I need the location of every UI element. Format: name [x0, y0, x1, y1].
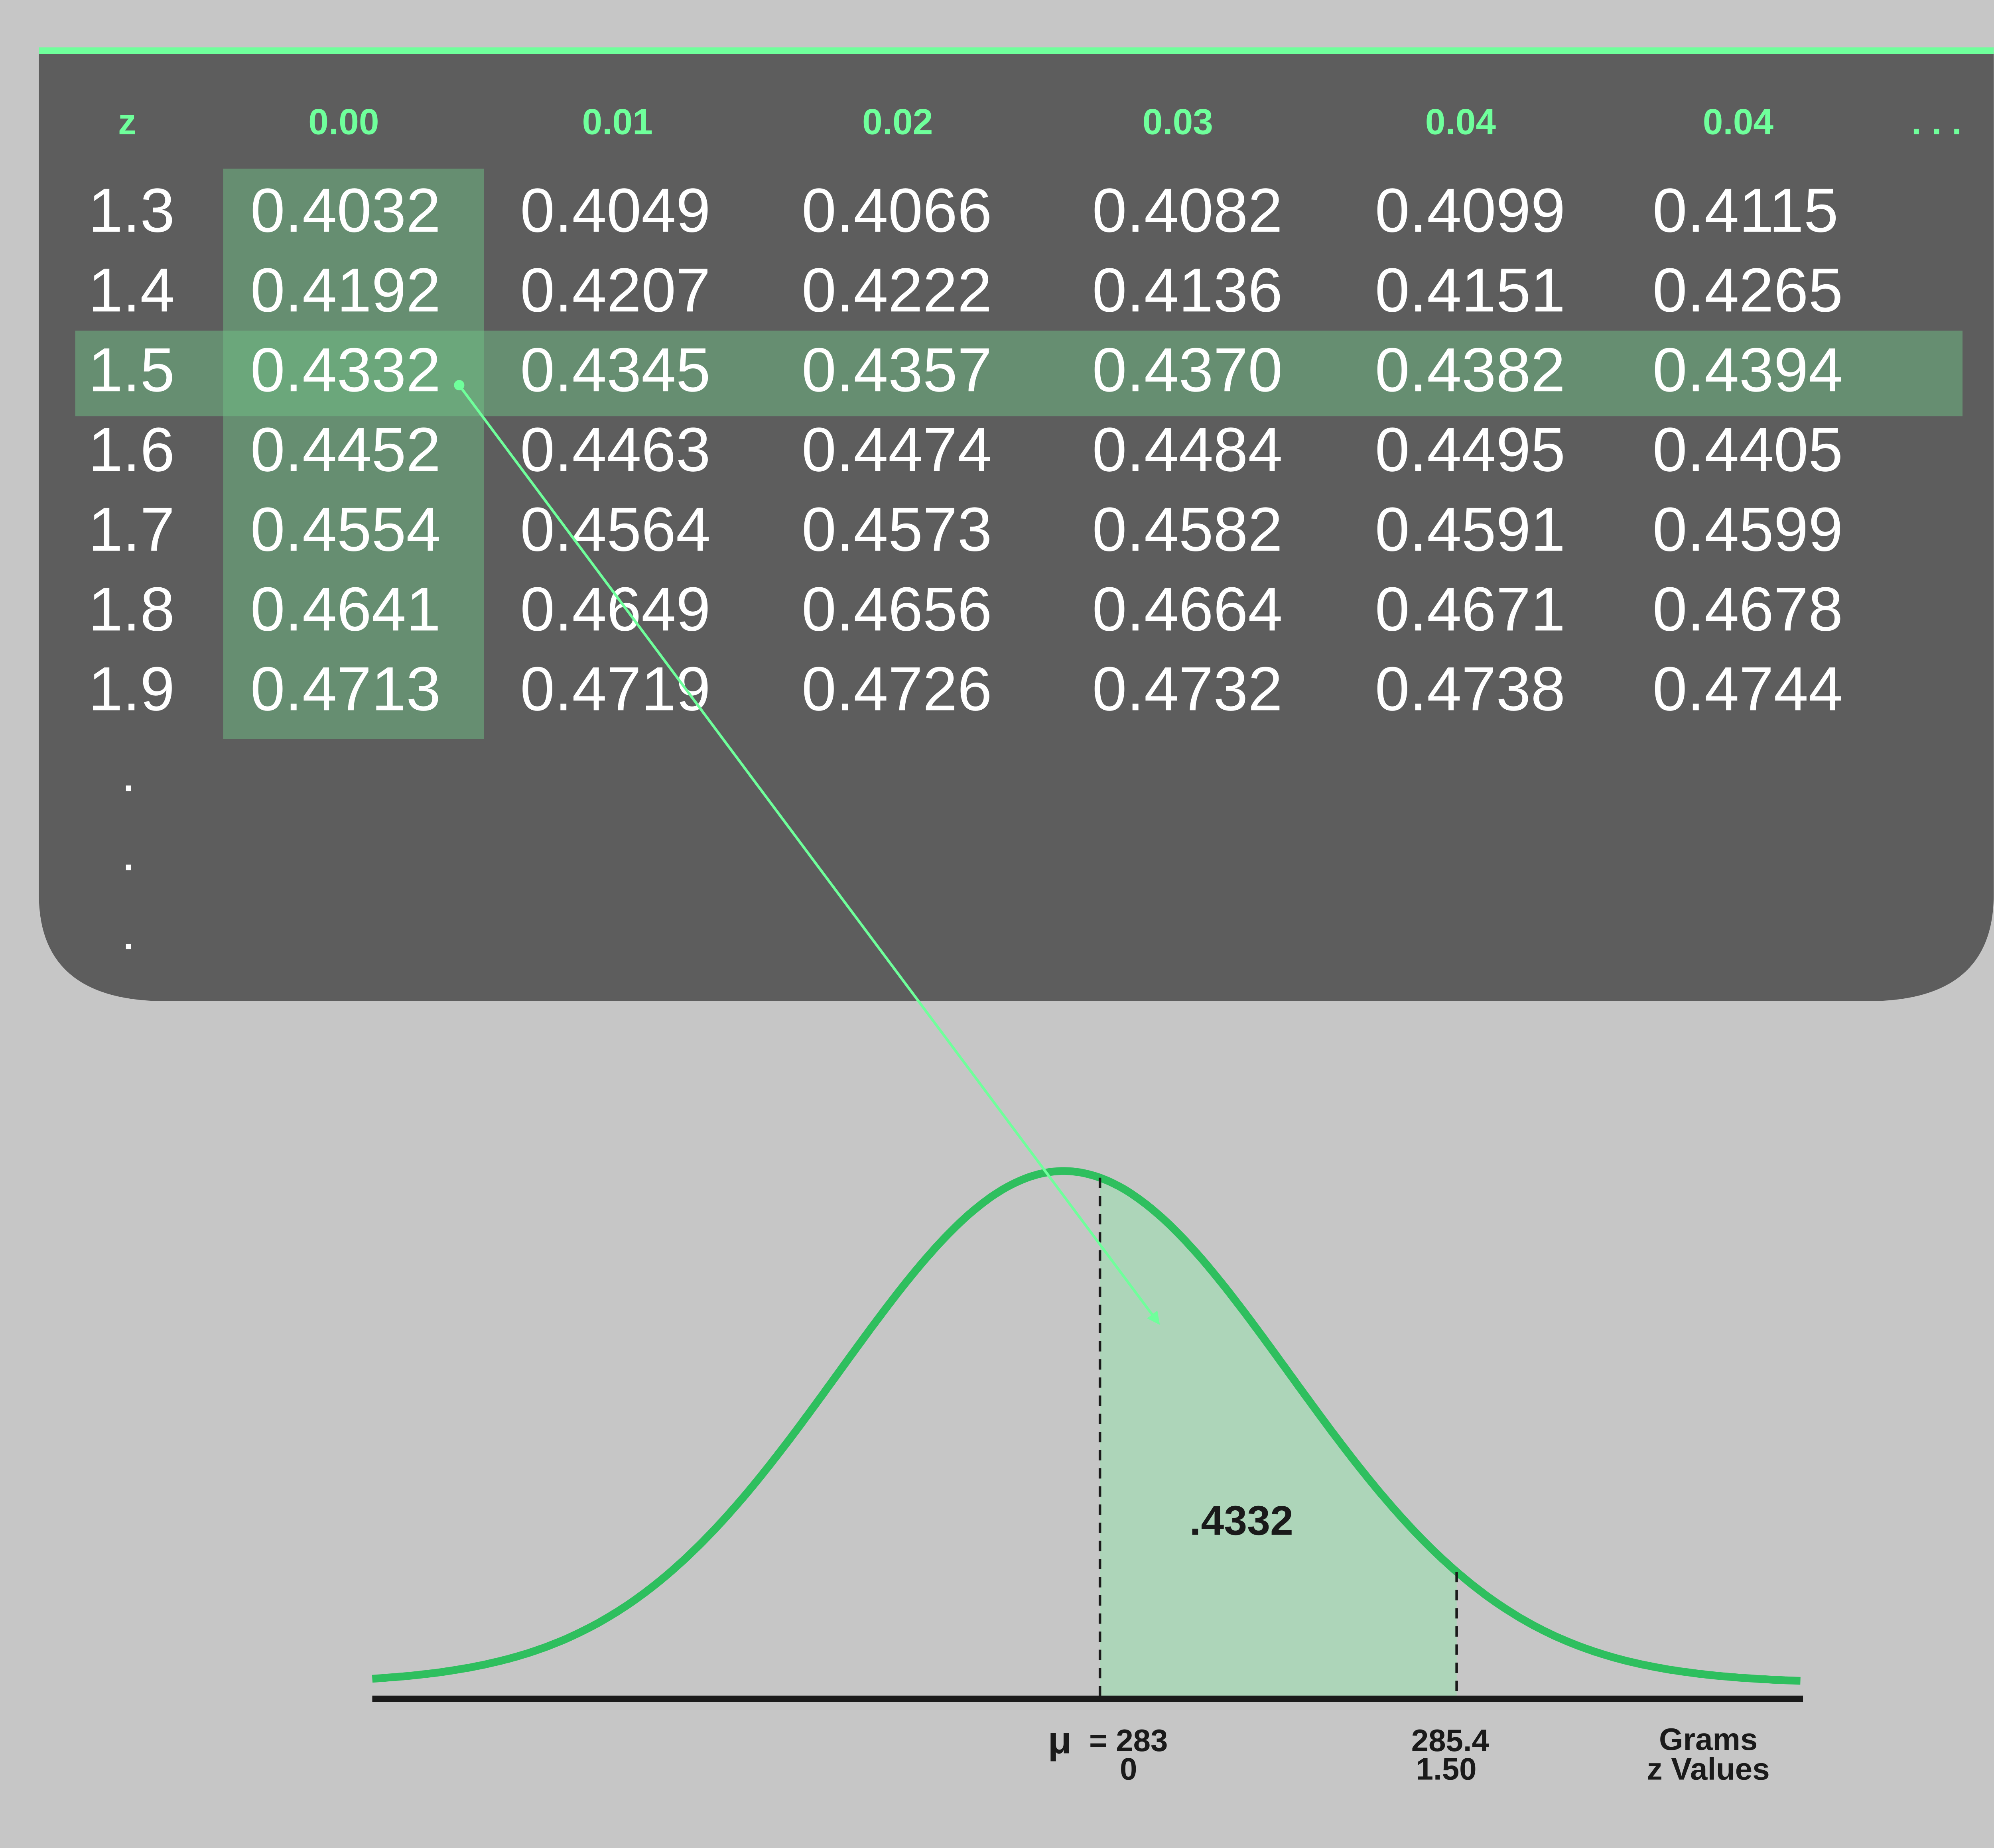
table-cell: 0.4726: [802, 654, 992, 724]
column-header: 0.01: [582, 102, 653, 142]
table-cell: 0.4678: [1653, 575, 1843, 644]
table-cell: 0.4115: [1653, 176, 1838, 245]
table-cell: 0.4732: [1092, 654, 1283, 724]
column-header: 0.04: [1425, 102, 1496, 142]
row-label: 1.9: [88, 654, 175, 724]
table-cell: 0.4554: [250, 495, 441, 564]
table-cell: 0.4192: [250, 256, 441, 325]
pointer-arrow: [458, 384, 1160, 1325]
table-cell: 0.4032: [250, 176, 441, 245]
column-header: z: [118, 102, 136, 142]
table-cell: 0.4484: [1092, 415, 1283, 484]
row-label: 1.7: [88, 495, 175, 564]
table-cell: 0.4066: [802, 176, 992, 245]
table-cell: 0.4082: [1092, 176, 1283, 245]
table-cell: 0.4357: [802, 335, 992, 405]
row-label: 1.4: [88, 256, 175, 325]
table-cell: 0.4564: [520, 495, 710, 564]
x-value: 285.4: [1411, 1723, 1489, 1758]
row-label: 1.8: [88, 575, 175, 644]
table-cell: 0.4671: [1375, 575, 1565, 644]
table-cell: 0.4452: [250, 415, 441, 484]
table-cell: 0.4151: [1375, 256, 1565, 325]
table-cell: 0.4394: [1653, 335, 1843, 405]
column-header: 0.04: [1703, 102, 1774, 142]
table: z 0.00 0.01 0.02 0.03 0.04 0.04. . .1.3 0.4032 0…: [88, 102, 1962, 960]
table-cell: 0.4582: [1092, 495, 1283, 564]
mu-symbol: μ: [1048, 1718, 1072, 1761]
table-cell: 0.4474: [802, 415, 992, 484]
column-header: 0.00: [308, 102, 379, 142]
table-cell: 0.4136: [1092, 256, 1283, 325]
column-header: 0.02: [862, 102, 933, 142]
table-cell: 0.4495: [1375, 415, 1565, 484]
table-cell: 0.4744: [1653, 654, 1843, 724]
normal-curve: [372, 1167, 1801, 1685]
table-cell: 0.4573: [802, 495, 992, 564]
shaded-area: [1100, 1177, 1457, 1699]
column-header: 0.03: [1143, 102, 1213, 142]
table-cell: 0.4656: [802, 575, 992, 644]
continuation-dot: .: [121, 902, 136, 960]
table-cell: 0.4332: [250, 335, 441, 405]
continuation-dot: .: [121, 744, 136, 802]
table-cell: 0.4099: [1375, 176, 1565, 245]
table-cell: 0.4222: [802, 256, 992, 325]
area-label: .4332: [1189, 1498, 1293, 1544]
table-cell: 0.4591: [1375, 495, 1565, 564]
table-cell: 0.4049: [520, 176, 710, 245]
table-cell: 0.4713: [250, 654, 441, 724]
table-cell: 0.4649: [520, 575, 710, 644]
row-label: 1.5: [88, 335, 175, 405]
row-label: 1.3: [88, 176, 175, 245]
row-label: 1.6: [88, 415, 175, 484]
table-cell: 0.4463: [520, 415, 710, 484]
column-header: . . .: [1911, 102, 1962, 142]
table-cell: 0.4405: [1653, 415, 1843, 484]
continuation-dot: .: [121, 823, 136, 882]
table-cell: 0.4599: [1653, 495, 1843, 564]
x-z: 1.50: [1416, 1752, 1477, 1787]
table-cell: 0.4382: [1375, 335, 1565, 405]
table-cell: 0.4664: [1092, 575, 1283, 644]
mu-z: 0: [1120, 1752, 1137, 1787]
table-cell: 0.4738: [1375, 654, 1565, 724]
pointer-origin: [454, 380, 465, 391]
table-panel: [39, 52, 1994, 1002]
table-cell: 0.4719: [520, 654, 710, 724]
mu-value: = 283: [1089, 1723, 1168, 1758]
table-cell: 0.4265: [1653, 256, 1843, 325]
table-cell: 0.4641: [250, 575, 441, 644]
table-cell: 0.4207: [520, 256, 710, 325]
table-cell: 0.4345: [520, 335, 710, 405]
axis-z: z Values: [1647, 1752, 1770, 1787]
column-highlight: [223, 168, 484, 740]
table-cell: 0.4370: [1092, 335, 1283, 405]
row-highlight: [75, 331, 1963, 417]
axis-units: Grams: [1659, 1722, 1758, 1757]
